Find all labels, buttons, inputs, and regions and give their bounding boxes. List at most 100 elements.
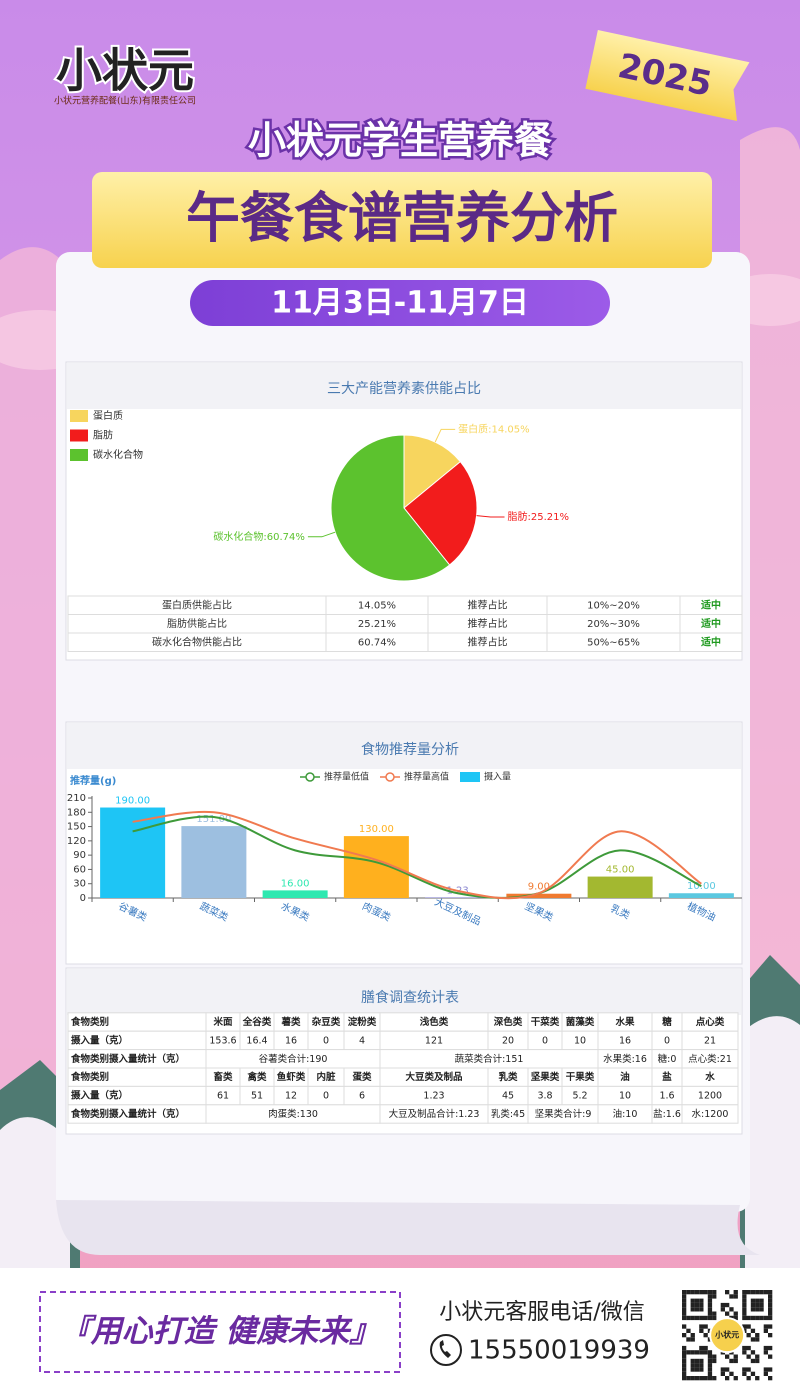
pie-slice [403, 434, 462, 510]
table-text: 点心类 [696, 1016, 725, 1028]
table-text: 食物类别 [70, 1071, 109, 1083]
qr-module [707, 1290, 713, 1295]
table-text: 1.6 [659, 1091, 674, 1102]
qr-module [699, 1298, 704, 1303]
table-text: 薯类 [280, 1016, 301, 1028]
qr-module [707, 1367, 713, 1372]
qr-module [725, 1354, 730, 1359]
qr-module [729, 1358, 734, 1364]
table-text: 水果类:16 [603, 1053, 647, 1065]
qr-module [703, 1290, 708, 1295]
qr-module [755, 1290, 760, 1295]
qr-module [768, 1367, 773, 1372]
table-text: 糖:0 [658, 1053, 677, 1065]
qr-module [733, 1354, 738, 1359]
label-leader [476, 515, 505, 518]
table-text: 水 [705, 1071, 715, 1083]
qr-module [750, 1290, 756, 1295]
data-label: 碳水化合物:60.74% [213, 530, 305, 543]
table-text: 谷薯类合计:190 [259, 1053, 328, 1065]
qr-module [768, 1290, 773, 1295]
table-text: 0 [323, 1035, 329, 1046]
qr-module [707, 1315, 713, 1321]
qr-module [699, 1350, 704, 1355]
table-text: 适中 [701, 599, 721, 612]
panel-header [67, 363, 741, 409]
table-text: 乳类:45 [491, 1108, 525, 1120]
qr-module [682, 1345, 687, 1351]
table-text: 大豆及制品合计:1.23 [389, 1108, 480, 1120]
y-tick-label: 0 [80, 893, 86, 904]
qr-module [750, 1350, 756, 1355]
qr-module [755, 1333, 760, 1338]
table-text: 畜类 [213, 1071, 233, 1083]
qr-module [725, 1290, 730, 1295]
qr-module [750, 1337, 756, 1342]
qr-module [746, 1376, 751, 1381]
qr-module [742, 1294, 747, 1299]
qr-module [686, 1350, 691, 1355]
table-text: 0 [664, 1035, 670, 1046]
table-text: 12 [285, 1091, 297, 1102]
legend-label: 脂肪 [93, 429, 113, 442]
table-text: 1200 [698, 1091, 722, 1102]
table-text: 坚果类合计:9 [535, 1108, 592, 1120]
data-label: 130.00 [359, 824, 394, 835]
qr-module [682, 1302, 687, 1308]
qr-module [755, 1376, 760, 1381]
title-box [92, 172, 712, 268]
qr-module [690, 1333, 695, 1338]
table-text: 水果 [615, 1016, 635, 1028]
table-text: 6 [359, 1091, 365, 1102]
qr-code: 小状元 [682, 1290, 773, 1381]
table-text: 食物类别 [70, 1016, 109, 1028]
qr-module [699, 1345, 704, 1351]
qr-module [712, 1376, 717, 1381]
qr-module [686, 1315, 691, 1321]
qr-module [742, 1371, 747, 1376]
table-text: 蔬菜类合计:151 [455, 1053, 524, 1065]
pie-slice [403, 460, 478, 566]
table-text: 推荐占比 [468, 599, 508, 612]
bar [506, 893, 572, 898]
table-text: 碳水化合物供能占比 [152, 636, 242, 649]
qr-module [707, 1302, 713, 1308]
qr-module [750, 1358, 756, 1364]
table-text: 适中 [701, 636, 721, 649]
bar [181, 826, 247, 898]
qr-module [703, 1315, 708, 1321]
qr-module [742, 1345, 747, 1351]
qr-module [763, 1350, 768, 1355]
qr-module [750, 1328, 756, 1333]
data-label: 151.00 [196, 814, 231, 825]
qr-module [686, 1328, 691, 1333]
qr-module [694, 1367, 700, 1372]
line [132, 810, 702, 900]
qr-module [746, 1324, 751, 1329]
legend-swatch [70, 429, 88, 442]
qr-module [725, 1367, 730, 1372]
qr-module [755, 1315, 760, 1321]
table-text: 干菜类 [531, 1016, 560, 1028]
data-label: 蛋白质:14.05% [458, 422, 529, 435]
year-banner: 2025 [585, 30, 750, 121]
qr-module [682, 1358, 687, 1364]
legend-swatch [460, 772, 480, 782]
table-text: 摄入量（克） [71, 1090, 128, 1102]
qr-module [729, 1371, 734, 1376]
qr-module [707, 1376, 713, 1381]
title: 午餐食谱营养分析 [186, 187, 618, 250]
table-text: 干果类 [566, 1071, 595, 1083]
qr-module [699, 1376, 704, 1381]
qr-module [712, 1315, 717, 1321]
line [132, 815, 702, 899]
table-text: 淀粉类 [348, 1016, 377, 1028]
qr-module [690, 1337, 695, 1342]
qr-module [690, 1302, 695, 1308]
qr-module [720, 1367, 725, 1372]
qr-module [725, 1376, 730, 1381]
qr-module [750, 1298, 756, 1303]
legend-label: 推荐量高值 [404, 771, 449, 783]
table-text: 推荐占比 [468, 636, 508, 649]
table-text: 21 [704, 1035, 716, 1046]
